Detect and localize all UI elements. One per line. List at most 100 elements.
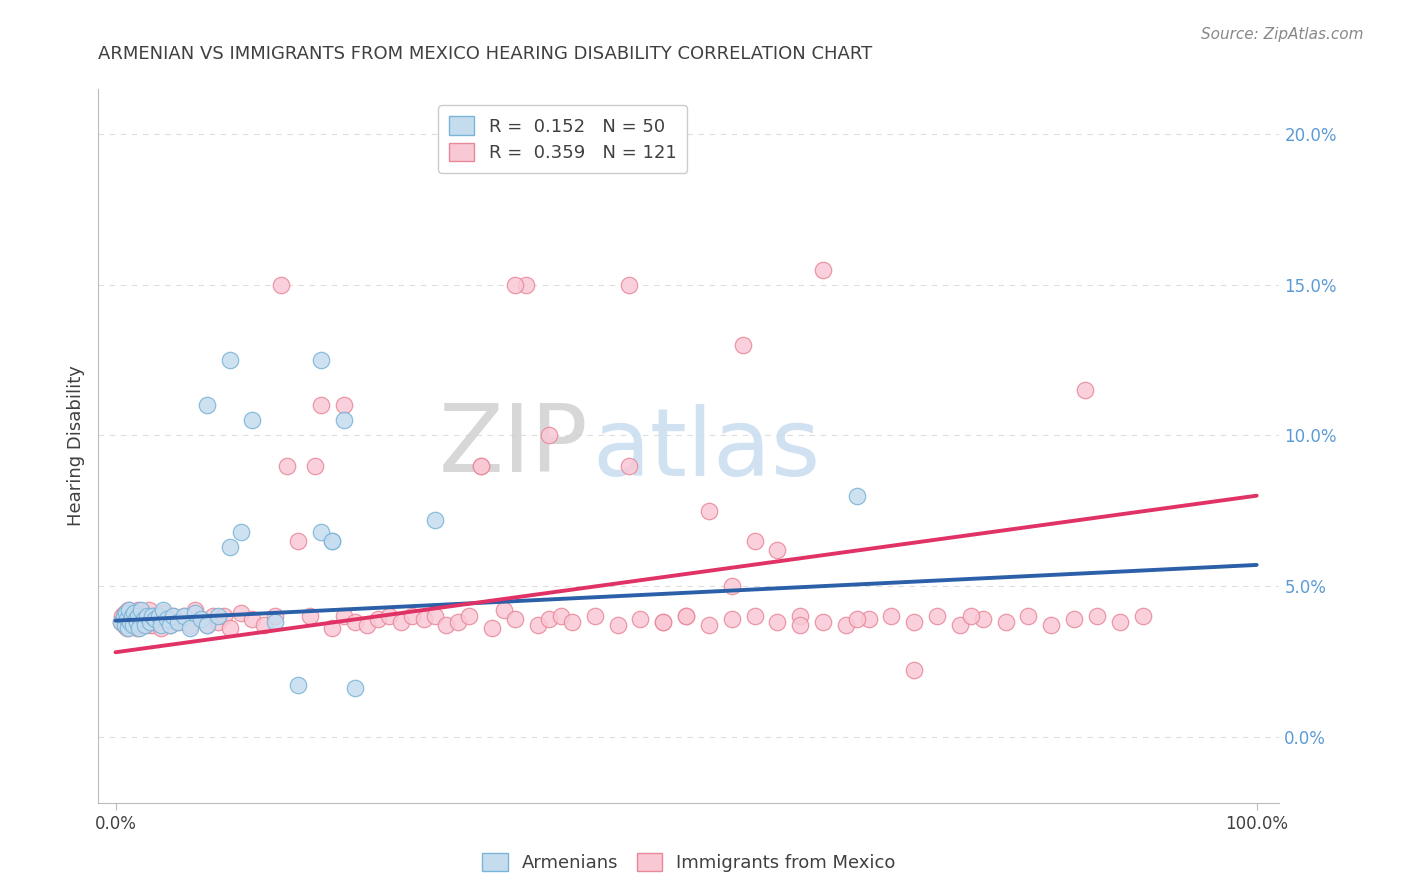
Point (112, 618, 135, 632)
Point (229, 606, 252, 620)
Point (125, 609, 148, 624)
Point (114, 606, 136, 620)
Point (332, 413, 354, 427)
Point (121, 609, 143, 624)
Point (141, 618, 163, 632)
Point (118, 615, 141, 629)
Point (949, 618, 972, 632)
Point (356, 618, 378, 632)
Point (811, 263, 834, 277)
Point (150, 621, 173, 635)
Point (132, 615, 155, 629)
Point (744, 533, 766, 548)
Point (159, 618, 181, 632)
Text: ARMENIAN VS IMMIGRANTS FROM MEXICO HEARING DISABILITY CORRELATION CHART: ARMENIAN VS IMMIGRANTS FROM MEXICO HEARI… (98, 45, 873, 62)
Point (127, 621, 149, 635)
Point (880, 609, 903, 624)
Point (492, 603, 515, 617)
Point (218, 621, 240, 635)
Point (141, 609, 163, 624)
Point (114, 612, 136, 626)
Point (167, 615, 190, 629)
Point (110, 615, 132, 629)
Point (132, 609, 155, 624)
Point (287, 533, 309, 548)
Point (242, 612, 264, 626)
Point (675, 609, 697, 624)
Point (720, 612, 742, 626)
Point (128, 612, 150, 626)
Point (115, 621, 138, 635)
Point (121, 618, 143, 632)
Point (470, 458, 492, 473)
Point (114, 618, 136, 632)
Point (972, 612, 994, 626)
Point (458, 609, 481, 624)
Point (242, 413, 264, 427)
Point (606, 618, 628, 632)
Point (503, 612, 526, 626)
Point (122, 606, 145, 620)
Point (111, 609, 134, 624)
Point (152, 606, 174, 620)
Point (150, 618, 173, 632)
Point (184, 603, 207, 617)
Point (652, 615, 675, 629)
Point (120, 609, 142, 624)
Point (1108, 615, 1130, 629)
Point (378, 609, 401, 624)
Point (264, 609, 287, 624)
Point (994, 615, 1017, 629)
Point (125, 612, 148, 626)
Point (367, 612, 389, 626)
Point (617, 458, 640, 473)
Point (136, 609, 159, 624)
Point (846, 489, 869, 503)
Point (110, 615, 132, 629)
Point (583, 609, 606, 624)
Point (858, 612, 880, 626)
Point (481, 621, 503, 635)
Point (120, 615, 142, 629)
Point (162, 609, 184, 624)
Point (218, 540, 240, 554)
Point (720, 579, 742, 593)
Point (167, 615, 190, 629)
Point (115, 612, 138, 626)
Point (1074, 384, 1097, 398)
Point (344, 681, 367, 696)
Point (195, 618, 218, 632)
Point (122, 612, 145, 626)
Point (118, 603, 141, 617)
Point (903, 615, 925, 629)
Text: Source: ZipAtlas.com: Source: ZipAtlas.com (1201, 27, 1364, 42)
Point (321, 621, 343, 635)
Point (143, 609, 166, 624)
Point (470, 458, 492, 473)
Point (630, 612, 652, 626)
Point (159, 618, 181, 632)
Point (344, 615, 367, 629)
Point (811, 615, 834, 629)
Point (173, 609, 195, 624)
Point (550, 609, 572, 624)
Point (276, 458, 298, 473)
Point (145, 612, 167, 626)
Point (112, 609, 135, 624)
Point (561, 615, 583, 629)
Point (139, 612, 162, 626)
Point (207, 615, 229, 629)
Text: ZIP: ZIP (439, 400, 589, 492)
Point (190, 612, 212, 626)
Point (436, 618, 458, 632)
Point (156, 612, 179, 626)
Point (1017, 609, 1039, 624)
Point (134, 618, 156, 632)
Point (253, 618, 276, 632)
Point (121, 606, 143, 620)
Point (136, 618, 159, 632)
Point (766, 542, 789, 557)
Point (173, 609, 195, 624)
Point (134, 612, 156, 626)
Point (927, 609, 949, 624)
